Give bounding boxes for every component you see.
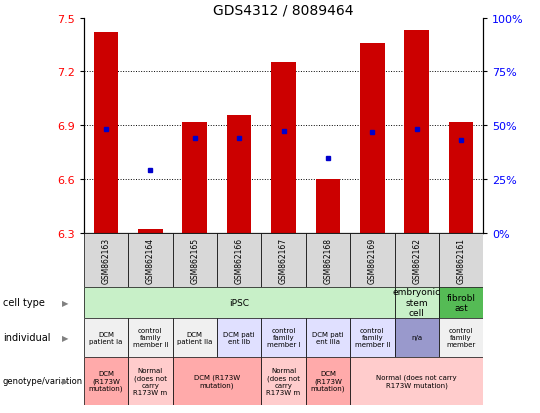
FancyBboxPatch shape [261, 233, 306, 287]
Text: Normal
(does not
carry
R173W m: Normal (does not carry R173W m [266, 367, 301, 395]
Text: DCM (R173W
mutation): DCM (R173W mutation) [194, 374, 240, 388]
FancyBboxPatch shape [217, 233, 261, 287]
Bar [183, 122, 207, 233]
Text: n/a: n/a [411, 335, 422, 341]
Text: DCM pati
ent IIb: DCM pati ent IIb [223, 331, 255, 344]
FancyBboxPatch shape [439, 233, 483, 287]
FancyBboxPatch shape [439, 318, 483, 357]
Text: iPSC: iPSC [229, 298, 249, 307]
Text: control
family
member II: control family member II [132, 328, 168, 348]
FancyBboxPatch shape [128, 318, 172, 357]
Text: control
family
member II: control family member II [355, 328, 390, 348]
FancyBboxPatch shape [306, 233, 350, 287]
FancyBboxPatch shape [350, 233, 395, 287]
FancyBboxPatch shape [172, 318, 217, 357]
FancyBboxPatch shape [439, 287, 483, 318]
Text: cell type: cell type [3, 297, 45, 308]
Text: control
family
member I: control family member I [267, 328, 300, 348]
Bar [404, 31, 429, 233]
FancyBboxPatch shape [306, 318, 350, 357]
Text: GSM862165: GSM862165 [190, 237, 199, 283]
FancyBboxPatch shape [128, 233, 172, 287]
Text: genotype/variation: genotype/variation [3, 377, 83, 385]
FancyBboxPatch shape [261, 318, 306, 357]
FancyBboxPatch shape [350, 318, 395, 357]
Bar [449, 122, 473, 233]
Bar [316, 180, 340, 233]
Title: GDS4312 / 8089464: GDS4312 / 8089464 [213, 3, 354, 17]
Text: DCM
patient IIa: DCM patient IIa [177, 331, 212, 344]
FancyBboxPatch shape [84, 233, 128, 287]
Text: GSM862163: GSM862163 [102, 237, 110, 283]
Text: GSM862168: GSM862168 [323, 237, 333, 283]
Text: DCM
(R173W
mutation): DCM (R173W mutation) [89, 370, 123, 392]
FancyBboxPatch shape [84, 318, 128, 357]
Bar [271, 63, 296, 233]
FancyBboxPatch shape [350, 357, 483, 405]
Text: GSM862164: GSM862164 [146, 237, 155, 283]
Text: GSM862169: GSM862169 [368, 237, 377, 283]
Text: DCM
(R173W
mutation): DCM (R173W mutation) [310, 370, 345, 392]
FancyBboxPatch shape [84, 357, 128, 405]
Text: control
family
member: control family member [447, 328, 476, 348]
Text: DCM
patient Ia: DCM patient Ia [89, 331, 123, 344]
Text: DCM pati
ent IIIa: DCM pati ent IIIa [312, 331, 344, 344]
Text: GSM862162: GSM862162 [412, 237, 421, 283]
Text: Normal (does not carry
R173W mutation): Normal (does not carry R173W mutation) [376, 374, 457, 388]
Bar [138, 230, 163, 233]
Text: GSM862161: GSM862161 [457, 237, 465, 283]
Bar [360, 44, 384, 233]
FancyBboxPatch shape [172, 233, 217, 287]
Text: fibrobl
ast: fibrobl ast [447, 293, 476, 312]
Bar [227, 115, 251, 233]
FancyBboxPatch shape [84, 287, 395, 318]
FancyBboxPatch shape [172, 357, 261, 405]
Text: ▶: ▶ [62, 377, 69, 385]
Text: embryonic
stem
cell: embryonic stem cell [393, 288, 441, 317]
FancyBboxPatch shape [261, 357, 306, 405]
FancyBboxPatch shape [306, 357, 350, 405]
Bar [94, 33, 118, 233]
FancyBboxPatch shape [128, 357, 172, 405]
FancyBboxPatch shape [395, 233, 439, 287]
FancyBboxPatch shape [395, 287, 439, 318]
Text: individual: individual [3, 332, 50, 343]
FancyBboxPatch shape [395, 318, 439, 357]
Text: ▶: ▶ [62, 298, 69, 307]
Text: Normal
(does not
carry
R173W m: Normal (does not carry R173W m [133, 367, 167, 395]
Text: GSM862167: GSM862167 [279, 237, 288, 283]
FancyBboxPatch shape [217, 318, 261, 357]
Text: ▶: ▶ [62, 333, 69, 342]
Text: GSM862166: GSM862166 [234, 237, 244, 283]
